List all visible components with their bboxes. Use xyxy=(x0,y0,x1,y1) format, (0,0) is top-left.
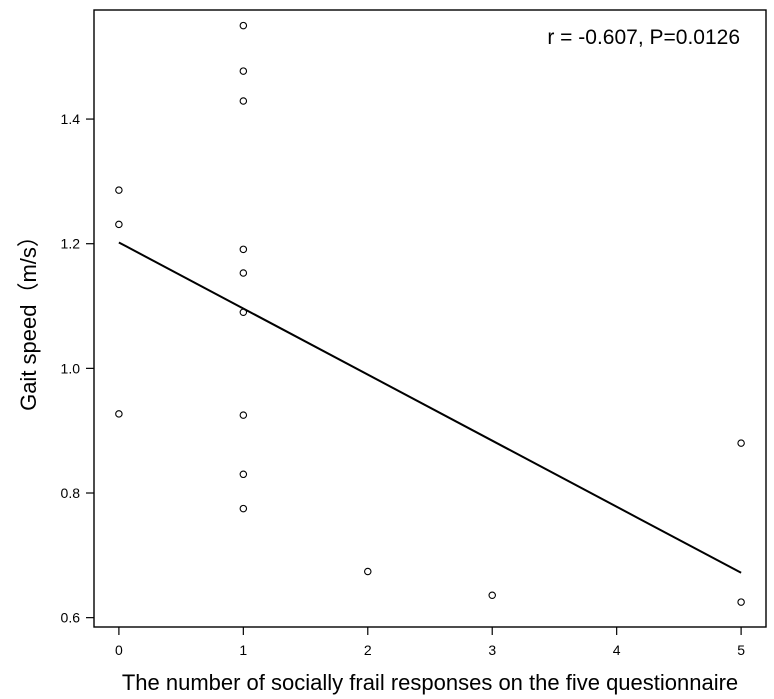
data-points xyxy=(115,21,745,606)
data-point xyxy=(364,567,372,576)
data-point xyxy=(239,411,248,419)
data-point xyxy=(239,269,248,277)
data-point xyxy=(488,591,496,599)
x-tick-label: 0 xyxy=(115,642,123,658)
data-point xyxy=(239,470,248,479)
plot-frame xyxy=(93,9,767,628)
data-point xyxy=(737,439,745,447)
x-tick-label: 1 xyxy=(239,642,247,658)
x-axis-label: The number of socially frail responses o… xyxy=(122,670,738,695)
y-tick-label: 1.0 xyxy=(61,360,81,376)
y-tick-label: 0.6 xyxy=(61,610,81,626)
y-tick-label: 1.2 xyxy=(61,236,81,252)
x-tick-label: 5 xyxy=(737,642,745,658)
x-tick-label: 4 xyxy=(613,642,621,658)
x-tick-label: 3 xyxy=(488,642,496,658)
correlation-annotation: r = -0.607, P=0.0126 xyxy=(547,26,740,49)
data-point xyxy=(239,21,248,30)
data-point xyxy=(239,67,248,75)
data-point xyxy=(115,186,123,194)
y-axis-label: Gait speed（m/s） xyxy=(16,225,41,411)
y-tick-label: 0.8 xyxy=(61,485,81,501)
regression-line xyxy=(118,241,742,574)
data-point xyxy=(737,598,745,606)
data-point xyxy=(115,220,123,229)
data-point xyxy=(239,245,248,254)
data-point xyxy=(115,410,123,418)
data-point xyxy=(239,504,248,513)
y-tick-label: 1.4 xyxy=(61,111,81,127)
x-axis: 0 1 2 3 4 5 xyxy=(115,627,745,658)
x-tick-label: 2 xyxy=(364,642,372,658)
data-point xyxy=(239,97,248,105)
y-axis: 0.6 0.8 1.0 1.2 1.4 xyxy=(61,111,94,626)
